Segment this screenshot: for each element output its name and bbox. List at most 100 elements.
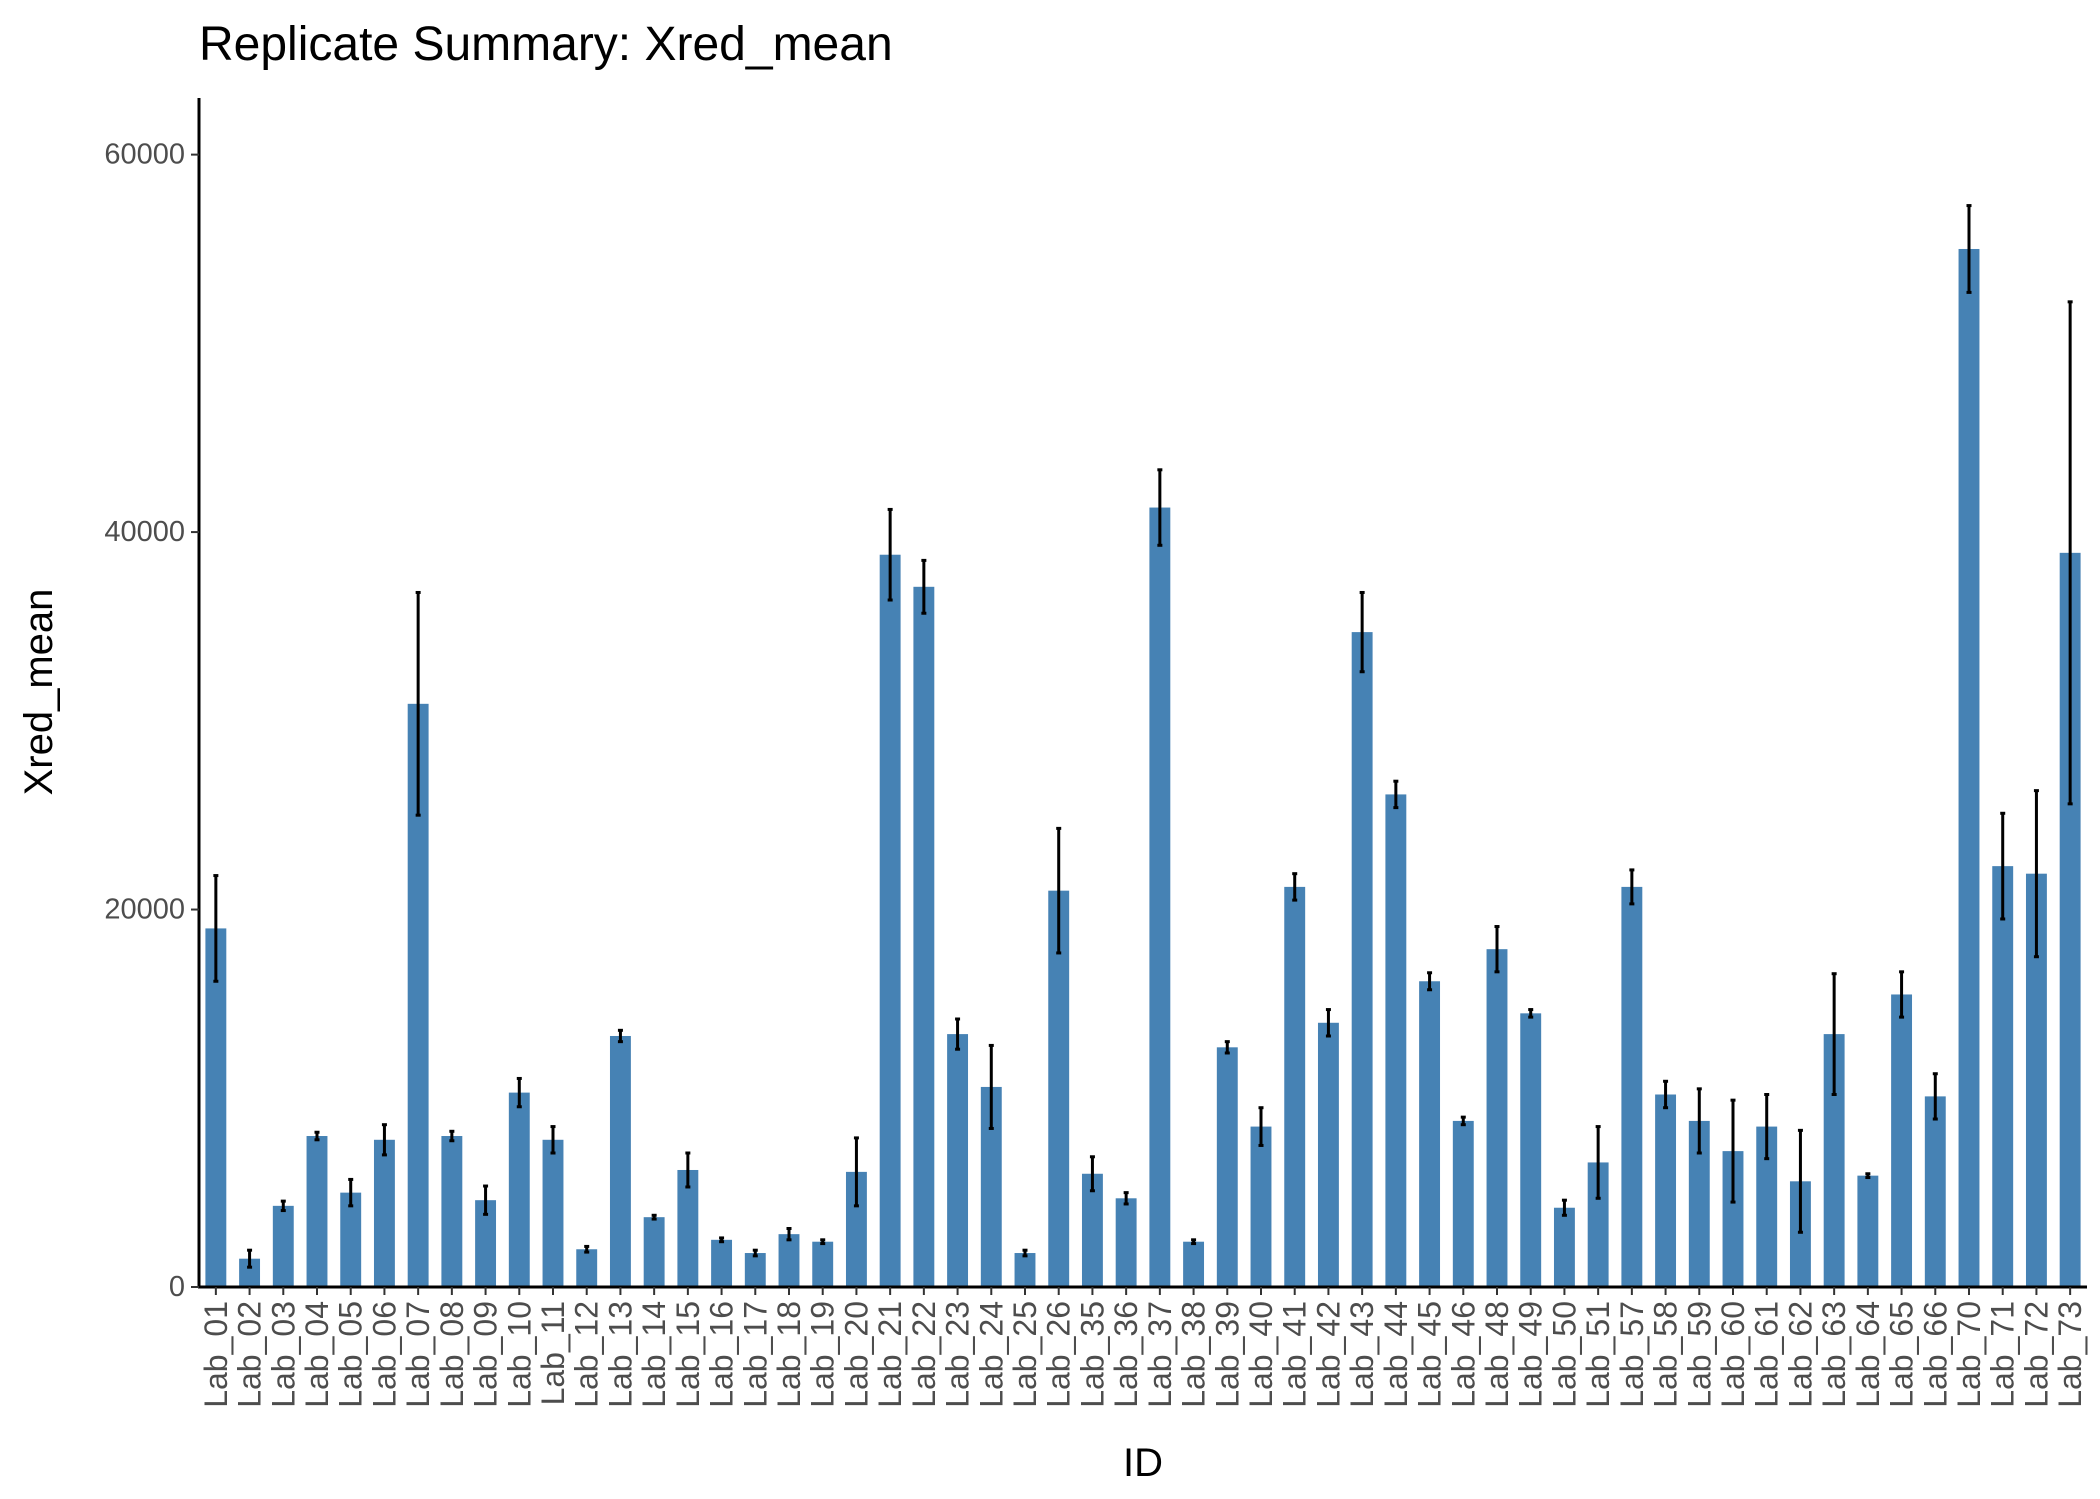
x-tick-label: Lab_06 [366, 1301, 402, 1408]
bar [1655, 1094, 1677, 1287]
error-bar [381, 1123, 387, 1157]
error-bar [1663, 1079, 1669, 1110]
x-tick-label: Lab_20 [838, 1301, 874, 1408]
x-tick-label: Lab_57 [1614, 1301, 1650, 1408]
bar [1688, 1120, 1710, 1287]
bar [1183, 1241, 1205, 1287]
bar [205, 928, 227, 1287]
bar [1520, 1013, 1542, 1287]
x-tick-label: Lab_41 [1277, 1301, 1313, 1408]
error-bar [955, 1017, 961, 1051]
x-tick-label: Lab_17 [737, 1301, 773, 1408]
bar [643, 1217, 665, 1287]
x-tick-label: Lab_13 [602, 1301, 638, 1408]
x-tick-label: Lab_73 [2052, 1301, 2088, 1408]
x-tick-label: Lab_64 [1850, 1301, 1886, 1408]
x-tick-label: Lab_60 [1715, 1301, 1751, 1408]
bar [1992, 866, 2014, 1287]
bar [2059, 552, 2081, 1287]
bar [947, 1034, 969, 1287]
bar [1048, 890, 1070, 1287]
x-tick-label: Lab_02 [232, 1301, 268, 1408]
x-tick-label: Lab_10 [501, 1301, 537, 1408]
error-bar [1865, 1172, 1871, 1180]
x-tick-label: Lab_45 [1412, 1301, 1448, 1408]
error-bar [1022, 1248, 1028, 1258]
error-bar [1899, 970, 1905, 1019]
error-bar [1528, 1008, 1534, 1019]
bar [778, 1234, 800, 1287]
error-bar [1764, 1092, 1770, 1161]
bar [1419, 981, 1441, 1287]
y-tick-label: 40000 [104, 516, 185, 548]
x-tick-label: Lab_36 [1108, 1301, 1144, 1408]
y-axis-title: Xred_mean [17, 589, 61, 796]
bar [1722, 1151, 1744, 1287]
bar [980, 1086, 1002, 1287]
bar [879, 554, 901, 1287]
error-bar [1292, 872, 1298, 902]
error-bar [247, 1248, 253, 1269]
bar [373, 1139, 395, 1287]
error-bar [1191, 1238, 1197, 1246]
error-bar [516, 1076, 522, 1109]
error-bar [1325, 1008, 1331, 1038]
error-bar [213, 874, 219, 983]
error-bar [1561, 1198, 1567, 1217]
bar [272, 1205, 294, 1287]
x-tick-label: Lab_15 [670, 1301, 706, 1408]
x-tick-label: Lab_49 [1513, 1301, 1549, 1408]
x-tick-label: Lab_19 [805, 1301, 841, 1408]
x-tick-label: Lab_21 [872, 1301, 908, 1408]
bar [1216, 1047, 1238, 1287]
error-bar [1157, 468, 1163, 547]
bar [845, 1171, 867, 1287]
x-tick-label: Lab_04 [299, 1301, 335, 1408]
bar [542, 1139, 564, 1287]
error-bar [348, 1177, 354, 1208]
error-bar [550, 1125, 556, 1155]
x-tick-label: Lab_48 [1479, 1301, 1515, 1408]
error-bar [449, 1129, 455, 1143]
error-bar [1089, 1155, 1095, 1193]
bar [1452, 1120, 1474, 1287]
bar [1857, 1175, 1879, 1287]
x-tick-label: Lab_59 [1681, 1301, 1717, 1408]
x-tick-label: Lab_42 [1310, 1301, 1346, 1408]
error-bar [685, 1151, 691, 1189]
x-tick-label: Lab_46 [1445, 1301, 1481, 1408]
x-tick-label: Lab_51 [1580, 1301, 1616, 1408]
error-bar [1797, 1128, 1803, 1234]
x-tick-label: Lab_07 [400, 1301, 436, 1408]
bar [1924, 1096, 1946, 1287]
error-bar [786, 1226, 792, 1242]
error-bar [1359, 590, 1365, 674]
error-bar [1123, 1191, 1129, 1206]
error-bar [1932, 1072, 1938, 1121]
error-bars-layer [213, 204, 2073, 1269]
bar [1284, 886, 1306, 1287]
x-tick-label: Lab_72 [2018, 1301, 2054, 1408]
x-tick-label: Lab_22 [906, 1301, 942, 1408]
bars-layer [205, 248, 2081, 1287]
x-tick-label: Lab_44 [1378, 1301, 1414, 1408]
x-axis-title: ID [1123, 1441, 1163, 1485]
x-tick-label: Lab_66 [1917, 1301, 1953, 1408]
error-bar [887, 507, 893, 602]
error-bar [651, 1213, 657, 1221]
x-tick-label: Lab_08 [434, 1301, 470, 1408]
bar [1385, 794, 1407, 1287]
x-tick-label: Lab_18 [771, 1301, 807, 1408]
bar [1081, 1173, 1103, 1287]
x-tick-label: Lab_23 [940, 1301, 976, 1408]
bar [1317, 1022, 1339, 1287]
bar [812, 1241, 834, 1287]
bar [744, 1253, 766, 1287]
error-bar [1730, 1098, 1736, 1204]
bar [340, 1192, 362, 1287]
x-tick-label: Lab_35 [1074, 1301, 1110, 1408]
bar [2025, 873, 2047, 1287]
x-tick-label: Lab_70 [1951, 1301, 1987, 1408]
bar [609, 1035, 631, 1287]
y-tick-label: 0 [169, 1271, 185, 1303]
